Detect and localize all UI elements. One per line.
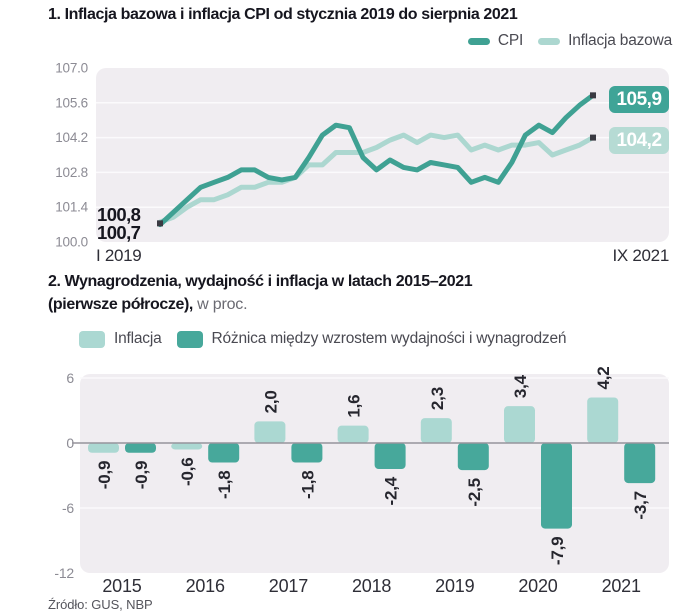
bar-chart-title-line2-unit: w proc.: [192, 296, 248, 313]
bar-2016-roznica: [208, 443, 240, 463]
bar-value-label: -2,4: [382, 476, 401, 505]
bar-2017-inflacja: [254, 421, 286, 443]
line-chart-title: 1. Inflacja bazowa i inflacja CPI od sty…: [48, 6, 518, 23]
x-axis-end-label: IX 2021: [612, 246, 669, 265]
core-inflation-line-swatch-icon: [538, 37, 561, 45]
bar-2016-inflacja: [171, 443, 203, 450]
bar-value-label: 4,2: [594, 366, 613, 389]
bar-chart-title-line1: 2. Wynagrodzenia, wydajność i inflacja w…: [48, 273, 473, 290]
inflacja-legend-label: Inflacja: [114, 330, 162, 347]
line-chart-plot-area: [96, 68, 669, 242]
core-inflation-legend-label: Inflacja bazowa: [568, 32, 672, 49]
bar-value-label: -1,8: [298, 470, 317, 499]
bar-value-label: -2,5: [465, 478, 484, 507]
bar-chart-y-tick-label: -12: [54, 565, 74, 581]
bar-chart-x-year-label: 2020: [518, 576, 557, 596]
bar-2015-inflacja: [88, 443, 119, 453]
bar-chart-y-tick-label: 0: [66, 435, 74, 451]
bar-value-label: -3,7: [631, 491, 650, 520]
bar-value-label: -0,6: [178, 457, 197, 486]
bar-chart-x-year-label: 2021: [602, 576, 641, 596]
bar-chart-plot-area: [80, 374, 669, 573]
bar-chart-title-line2: (pierwsze półrocze), w proc.: [48, 296, 248, 314]
cpi-end-marker: [590, 92, 596, 99]
core-inflation-end-marker: [590, 134, 596, 141]
bar-value-label: -1,8: [215, 470, 234, 499]
cpi-line-series: [157, 92, 596, 228]
bar-2020-inflacja: [504, 406, 535, 443]
bar-chart-x-year-label: 2015: [102, 576, 141, 596]
bar-chart-y-tick-label: -6: [62, 500, 74, 516]
roznica-bar-swatch-icon: [176, 330, 203, 348]
x-axis-start-label: I 2019: [96, 246, 142, 265]
line-chart-y-tick-label: 100.0: [55, 235, 88, 250]
bar-value-label: -0,9: [95, 461, 114, 490]
line-chart-y-tick-label: 101.4: [55, 200, 88, 215]
bar-chart-y-tick-label: 6: [66, 370, 74, 386]
bar-value-label: -7,9: [548, 537, 567, 566]
bar-2021-roznica: [624, 443, 656, 484]
core-inflation-start-value: 100,8: [97, 204, 141, 225]
line-chart-y-tick-label: 104.2: [55, 130, 88, 145]
cpi-end-value-badge: 105,9: [609, 86, 669, 113]
roznica-legend-label: Różnica między wzrostem wydajności i wyn…: [211, 330, 567, 347]
cpi-line-swatch-icon: [467, 37, 490, 45]
legend-item-cpi: CPI: [467, 32, 524, 50]
bar-2017-roznica: [291, 443, 323, 463]
inflacja-bar-swatch-icon: [79, 330, 105, 348]
line-chart-y-tick-label: 107.0: [55, 61, 88, 76]
cpi-start-value: 100,7: [97, 222, 141, 243]
bar-chart-x-year-label: 2019: [435, 576, 474, 596]
cpi-legend-label: CPI: [497, 32, 524, 49]
line-chart-y-tick-label: 105.6: [55, 95, 88, 110]
bar-value-label: 3,4: [511, 374, 530, 398]
bar-chart-legend: Inflacja Różnica między wzrostem wydajno…: [79, 330, 567, 348]
bar-chart-title-line2-bold: (pierwsze półrocze),: [48, 296, 193, 313]
bar-2018-roznica: [374, 443, 406, 469]
bar-value-label: 2,3: [428, 387, 447, 410]
bar-chart-x-year-label: 2018: [352, 576, 391, 596]
legend-item-inflacja: Inflacja: [79, 330, 162, 348]
line-chart-legend: CPI Inflacja bazowa: [467, 32, 672, 50]
bar-2019-roznica: [457, 443, 489, 471]
bar-chart-x-year-label: 2017: [269, 576, 308, 596]
legend-item-roznica: Różnica między wzrostem wydajności i wyn…: [176, 330, 567, 348]
bar-2015-roznica: [125, 443, 156, 453]
bar-value-label: 2,0: [261, 390, 280, 413]
line-chart-y-tick-label: 102.8: [55, 165, 88, 180]
bar-2021-inflacja: [587, 397, 619, 443]
bar-value-label: 1,6: [345, 395, 364, 418]
core-inflation-end-value-badge: 104,2: [609, 127, 669, 154]
bar-value-label: -0,9: [132, 461, 151, 490]
legend-item-core-inflation: Inflacja bazowa: [538, 32, 672, 50]
bar-chart-x-year-label: 2016: [186, 576, 225, 596]
bar-2018-inflacja: [337, 425, 369, 443]
bar-2020-roznica: [541, 443, 572, 529]
source-note: Źródło: GUS, NBP: [48, 597, 153, 612]
bar-2019-inflacja: [420, 418, 452, 443]
series-start-marker: [157, 220, 163, 227]
